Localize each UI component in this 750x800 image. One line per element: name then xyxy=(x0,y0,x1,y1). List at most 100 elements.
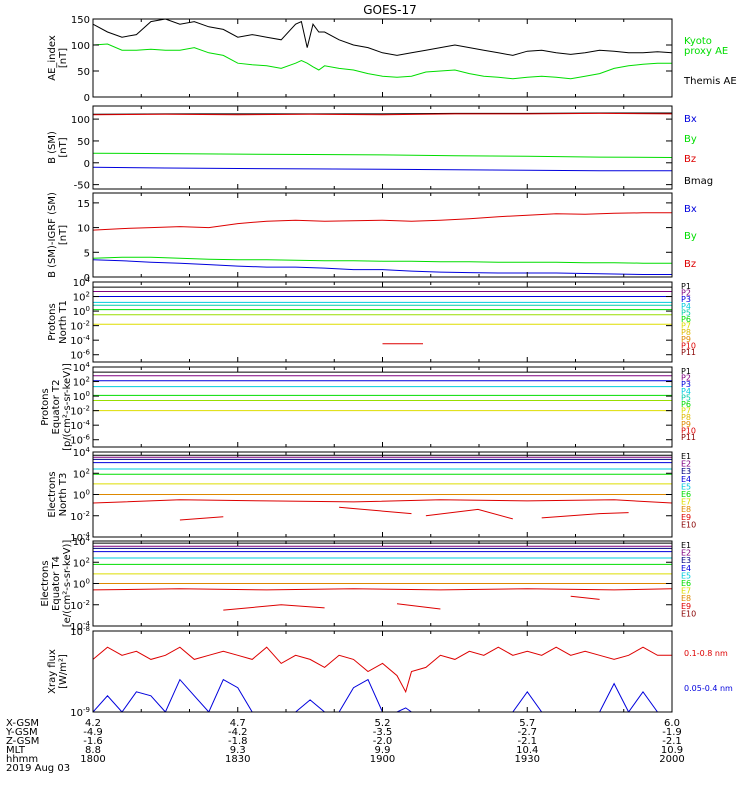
ylabel: Protons North T1 xyxy=(47,300,69,344)
ytick-label: 104 xyxy=(73,446,91,459)
legend-item: P10 xyxy=(681,426,696,435)
panel-frame xyxy=(92,366,673,448)
axis-row-value: -1.6 xyxy=(83,736,103,747)
ytick-label: 15 xyxy=(77,199,90,210)
ytick-label: 150 xyxy=(71,15,90,26)
legend-item: P7 xyxy=(681,322,691,331)
legend-item: Bz xyxy=(684,154,696,165)
legend-item: E4 xyxy=(681,564,691,573)
series-by xyxy=(93,152,672,158)
legend-item: P9 xyxy=(681,335,691,344)
axis-row-value: -2.0 xyxy=(373,736,393,747)
series-bz xyxy=(93,212,672,231)
legend-item: P6 xyxy=(681,315,691,324)
series-bz xyxy=(93,112,672,116)
ytick-label: 102 xyxy=(73,376,90,389)
axis-row-value: -4.2 xyxy=(228,727,248,738)
axis-row-value: -2.1 xyxy=(517,736,537,747)
ylabel-line: Protons xyxy=(47,303,58,340)
ylabel-line: [e/(cm²-s-sr-keV)] xyxy=(62,540,73,628)
legend-item: E7 xyxy=(681,498,691,507)
legend-item: P1 xyxy=(681,367,691,376)
axis-row-label: Z-GSM xyxy=(6,736,39,747)
ylabel-line: AE_index xyxy=(47,35,58,81)
legend-item: E6 xyxy=(681,579,691,588)
legend-item: By xyxy=(684,231,697,242)
legend-item: E2 xyxy=(681,460,691,469)
legend-item: By xyxy=(684,134,697,145)
legend-item: E1 xyxy=(681,452,691,461)
ytick-label: 102 xyxy=(73,556,90,569)
legend-item: E7 xyxy=(681,587,691,596)
ylabel-line: Xray flux xyxy=(47,649,58,694)
ylabel: B (SM)-IGRF (SM) [nT] xyxy=(47,192,69,278)
ytick-label: 104 xyxy=(73,276,91,289)
ytick-label: 102 xyxy=(73,291,90,304)
legend-item: E8 xyxy=(681,505,691,514)
panel-frame xyxy=(92,630,673,713)
axis-row-label: X-GSM xyxy=(6,718,39,729)
ylabel-line: North T3 xyxy=(58,473,69,517)
ylabel: Electrons North T3 xyxy=(47,471,69,517)
series-e10c xyxy=(425,508,513,520)
ylabel-line: Protons xyxy=(40,388,51,425)
axis-row-value: -2.1 xyxy=(662,736,682,747)
panel-bigrf: 0 5 10 15 B (SM)-IGRF (SM) [nT] Bx By Bz xyxy=(47,192,697,284)
axis-row-value: -1.9 xyxy=(662,727,682,738)
legend-item: E8 xyxy=(681,594,691,603)
ytick-label: 100 xyxy=(73,489,90,502)
ylabel-line: Equator T2 xyxy=(51,380,62,435)
legend-item: P8 xyxy=(681,328,691,337)
legend-item: P11 xyxy=(681,433,696,442)
legend-item: Bmag xyxy=(684,176,713,187)
legend-item: proxy AE xyxy=(684,46,728,57)
axis-row-value: -3.5 xyxy=(373,727,393,738)
legend-item: E6 xyxy=(681,490,691,499)
ytick-label: 10-2 xyxy=(70,599,90,612)
axis-row-value: 4.2 xyxy=(85,718,101,729)
ytick-label: 10-2 xyxy=(70,405,90,418)
legend-item: P4 xyxy=(681,302,691,311)
legend-item: P6 xyxy=(681,400,691,409)
series-e10a xyxy=(179,516,224,521)
legend: 0.1-0.8 nm 0.05-0.4 nm xyxy=(684,649,733,693)
ylabel: B (SM) [nT] xyxy=(47,131,69,164)
ylabel-line: Electrons xyxy=(47,471,58,517)
ytick-label: 5 xyxy=(84,248,90,259)
ytick-label: 100 xyxy=(71,115,90,126)
plot-title: GOES-17 xyxy=(363,3,417,17)
axis-row-value: 5.2 xyxy=(375,718,391,729)
series-e10c xyxy=(570,595,600,600)
axis-row-value: 4.7 xyxy=(230,718,246,729)
series-e10a xyxy=(223,604,325,611)
ylabel-line: [nT] xyxy=(58,225,69,245)
axis-row-value: 1800 xyxy=(80,754,105,765)
axis-row-value: 2000 xyxy=(659,754,684,765)
ytick-label: 104 xyxy=(73,361,91,374)
legend-item: P2 xyxy=(681,374,691,383)
legend-item: P3 xyxy=(681,295,691,304)
legend-item: P4 xyxy=(681,387,691,396)
ytick-label: 0 xyxy=(84,93,90,104)
ytick-label: 104 xyxy=(73,535,91,548)
ytick-label: 10-8 xyxy=(70,625,90,638)
legend-item: E9 xyxy=(681,602,691,611)
legend-item: Bx xyxy=(684,114,697,125)
axis-row-value: 8.8 xyxy=(85,745,101,756)
ytick-label: -50 xyxy=(74,181,90,192)
legend-item: P10 xyxy=(681,341,696,350)
ylabel-line: B (SM) xyxy=(47,131,58,164)
legend-item: E5 xyxy=(681,482,691,491)
ylabel: AE_index [nT] xyxy=(47,35,69,81)
ylabel: Protons Equator T2 [p/(cm²-s-sr-keV)] xyxy=(40,363,73,451)
legend-item: E3 xyxy=(681,467,691,476)
ytick-label: 100 xyxy=(73,305,90,318)
series-e10b xyxy=(339,506,412,515)
panel-frame xyxy=(92,105,673,190)
